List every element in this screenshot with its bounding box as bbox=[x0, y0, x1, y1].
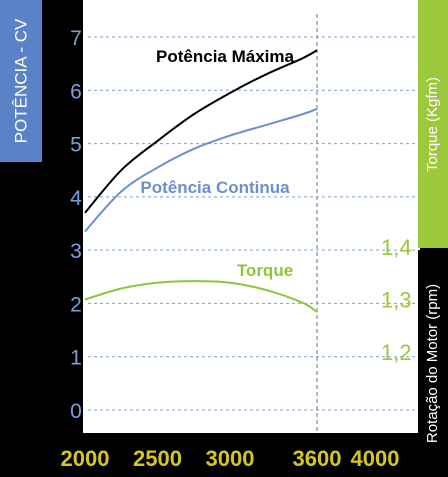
y-left-tick-label: 4 bbox=[70, 187, 82, 210]
series-line-2 bbox=[84, 280, 318, 313]
y-right-tick-label: 1,3 bbox=[381, 288, 412, 313]
rotacao-axis-box: Rotação do Motor (rpm) bbox=[418, 250, 448, 477]
x-tick-label: 2500 bbox=[133, 446, 182, 471]
y-left-tick-label: 2 bbox=[70, 293, 82, 316]
x-tick-label: 4000 bbox=[351, 446, 400, 471]
y-left-tick-label: 0 bbox=[70, 400, 82, 423]
y-left-tick-label: 1 bbox=[70, 347, 82, 370]
y-right-tick-label: 1,2 bbox=[381, 340, 412, 365]
plot-area bbox=[83, 0, 420, 433]
x-tick-label: 2000 bbox=[61, 446, 110, 471]
series-label-torque: Torque bbox=[237, 261, 293, 280]
y-left-tick-label: 3 bbox=[70, 240, 82, 263]
x-tick-label: 3600 bbox=[293, 446, 342, 471]
y-left-tick-label: 6 bbox=[70, 80, 82, 103]
y-left-tick-label: 5 bbox=[70, 134, 82, 157]
series-line-1 bbox=[84, 107, 318, 233]
x-tick-label: 3000 bbox=[206, 446, 255, 471]
series-line-0 bbox=[84, 49, 318, 214]
y-right-tick-label: 1,4 bbox=[381, 235, 412, 260]
torque-axis-box: Torque (Kgfm) bbox=[418, 0, 448, 248]
potencia-axis-box: POTÊNCIA - CV bbox=[0, 0, 42, 162]
series-label-potencia-continua: Potência Continua bbox=[140, 178, 290, 197]
series-label-potencia-maxima: Potência Máxima bbox=[156, 47, 294, 66]
y-left-tick-label: 7 bbox=[70, 27, 82, 50]
